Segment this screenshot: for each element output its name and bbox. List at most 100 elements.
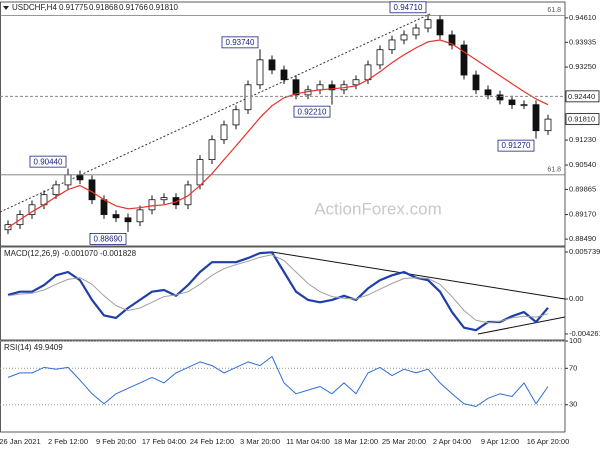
symbol: USDCHF,H4 [12, 3, 57, 12]
series-line [7, 356, 549, 407]
x-tick-label: 25 Mar 20:00 [382, 437, 426, 446]
x-tick-label: 2 Feb 12:00 [48, 437, 88, 446]
annotation-label: 0.92210 [298, 107, 327, 116]
macd-trend-line [271, 251, 566, 300]
candle-body [76, 174, 84, 181]
y-tick-label: 0.88490 [569, 234, 596, 243]
candle-body [196, 159, 204, 186]
x-tick-label: 18 Mar 12:00 [334, 437, 378, 446]
fib-label: 61.8 [547, 167, 561, 174]
x-tick-label: 9 Apr 12:00 [481, 437, 519, 446]
y-tick-label: 0.89865 [569, 184, 596, 193]
candle-body [88, 179, 96, 201]
candle-body [448, 34, 456, 46]
annotation-label: 0.93740 [226, 38, 255, 47]
candle-body [292, 79, 300, 96]
watermark: ActionForex.com [314, 199, 442, 218]
candle-body [172, 197, 180, 206]
price-label: 0.92440 [568, 92, 595, 101]
candle-body [400, 34, 408, 41]
y-tick-label: 0.94610 [569, 13, 596, 22]
candle-body [148, 199, 156, 211]
series-line [7, 251, 549, 332]
x-tick-label: 17 Feb 04:00 [142, 437, 186, 446]
y-tick-label: 30 [569, 400, 577, 409]
y-tick-label: 100 [569, 336, 582, 345]
x-tick-label: 3 Mar 20:00 [240, 437, 280, 446]
candle-body [424, 19, 432, 29]
y-tick-label: -0.004261 [569, 329, 600, 338]
annotation-label: 0.88690 [94, 235, 123, 244]
candle-body [280, 69, 288, 81]
series-line [7, 254, 549, 324]
y-tick-label: 0.00 [569, 294, 584, 303]
ohlc-low: 0.91766 [119, 3, 148, 12]
y-tick-label: 0.91230 [569, 135, 596, 144]
candle-body [208, 139, 216, 161]
candle-body [124, 217, 132, 223]
candle-body [100, 199, 108, 215]
candle-body [532, 104, 540, 132]
y-tick-label: 0.005739 [569, 247, 600, 256]
annotation-box [29, 155, 67, 168]
candle-body [328, 84, 336, 91]
menu-arrow [3, 6, 9, 10]
panel-title: MACD(12,26,9) -0.001070 -0.001828 [4, 249, 137, 258]
candle-body [364, 64, 372, 81]
ohlc-high: 0.91868 [89, 3, 118, 12]
series-line [7, 39, 549, 229]
x-tick-label: 16 Apr 20:00 [527, 437, 570, 446]
annotation-box [89, 233, 127, 245]
candle-body [544, 118, 552, 132]
candle-body [376, 49, 384, 66]
annotation-box [221, 36, 259, 49]
annotation-box [389, 1, 427, 14]
x-tick-label: 24 Feb 12:00 [190, 437, 234, 446]
candle-body [136, 209, 144, 223]
candle-body [220, 124, 228, 141]
panel-frame [0, 1, 566, 247]
x-tick-label: 2 Apr 04:00 [433, 437, 471, 446]
x-tick-label: 11 Mar 04:00 [286, 437, 330, 446]
y-tick-label: 70 [569, 363, 577, 372]
candle-body [112, 214, 120, 219]
fib-label: 61.8 [547, 7, 561, 14]
panel-title: RSI(14) 49.9409 [4, 343, 63, 352]
y-tick-label: 0.90540 [569, 160, 596, 169]
panel-frame [0, 246, 566, 341]
candle-body [460, 44, 468, 76]
candle-body [520, 104, 528, 107]
candle-body [508, 99, 516, 106]
annotation-label: 0.91270 [502, 141, 531, 150]
annotation-box [497, 139, 535, 152]
annotation-label: 0.94710 [394, 3, 423, 12]
candle-body [160, 197, 168, 201]
candle-body [232, 109, 240, 126]
candle-body [184, 184, 192, 206]
candle-body [268, 59, 276, 71]
annotation-label: 0.90440 [34, 157, 63, 166]
candle-body [496, 94, 504, 101]
trend-line [0, 13, 431, 213]
x-tick-label: 9 Feb 20:00 [96, 437, 136, 446]
price-label-box [565, 90, 600, 103]
candle-body [412, 27, 420, 36]
price-label-box [565, 113, 600, 126]
candle-body [388, 39, 396, 51]
ohlc-open: 0.91775 [59, 3, 88, 12]
y-tick-label: 0.93250 [569, 62, 596, 71]
candle-body [64, 174, 72, 186]
candle-body [436, 19, 444, 36]
candle-body [472, 74, 480, 91]
candle-body [52, 184, 60, 196]
y-tick-label: 0.93935 [569, 37, 596, 46]
candle-body [484, 89, 492, 96]
x-tick-label: 26 Jan 2021 [0, 437, 41, 446]
macd-trend-line [477, 316, 566, 335]
candle-body [256, 59, 264, 86]
price-label: 0.91810 [568, 115, 595, 124]
y-tick-label: 0.89170 [569, 210, 596, 219]
candle-body [244, 84, 252, 111]
